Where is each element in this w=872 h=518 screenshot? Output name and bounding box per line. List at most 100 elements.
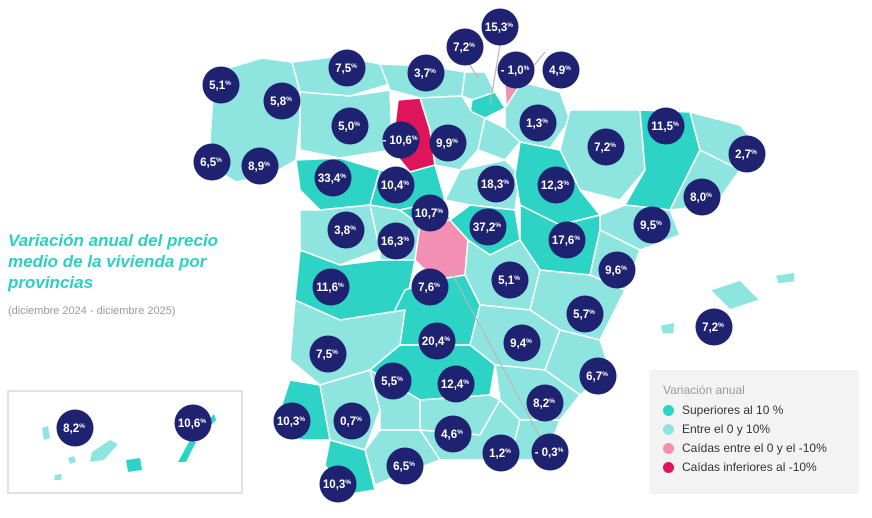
percent-sign: % — [673, 121, 679, 128]
value-bubble-circle — [542, 51, 580, 89]
percent-sign: % — [602, 371, 608, 378]
value-bubble-salamanca: 3,8% — [327, 211, 365, 249]
percent-sign: % — [356, 416, 362, 423]
value-bubble-circle — [491, 261, 529, 299]
value-label-valladolid: 10,4% — [381, 180, 409, 192]
value-bubble-cadiz: 10,3% — [319, 465, 357, 503]
value-bubble-alava: - 1,0% — [497, 51, 535, 89]
percent-sign: % — [610, 142, 616, 149]
value-label-caceres: 11,6% — [316, 282, 344, 294]
value-bubble-cordoba: 5,5% — [374, 362, 412, 400]
value-bubble-castellon: 9,6% — [598, 251, 636, 289]
value-bubble-soria: 18,3% — [477, 165, 515, 203]
value-bubble-circle — [309, 335, 347, 373]
percent-sign: % — [225, 80, 231, 87]
percent-sign: % — [409, 461, 415, 468]
percent-sign: % — [403, 180, 409, 187]
percent-sign: % — [574, 235, 580, 242]
region-larioja — [477, 117, 521, 161]
legend-dot-fall-below-10 — [663, 461, 674, 473]
legend: Variación anual Superiores al 10 % Entre… — [649, 370, 859, 494]
value-bubble-coruna: 5,1% — [202, 66, 240, 104]
value-bubble-circle — [331, 107, 369, 145]
percent-sign: % — [345, 479, 351, 486]
value-bubble-circle — [193, 143, 231, 181]
value-label-toledo: 20,4% — [422, 336, 450, 348]
percent-sign: % — [457, 429, 463, 436]
island-grancanaria — [126, 458, 142, 472]
island-gomera — [68, 456, 76, 464]
value-bubble-circle — [647, 107, 685, 145]
value-label-cadiz: 10,3% — [323, 479, 351, 491]
percent-sign: % — [437, 208, 443, 215]
value-bubble-circle — [56, 409, 94, 447]
percent-sign: % — [542, 118, 548, 125]
percent-sign: % — [397, 376, 403, 383]
value-bubble-vizcaya: 7,2% — [446, 28, 484, 66]
legend-label-fall-below-10: Caídas inferiores al -10% — [682, 460, 817, 474]
value-bubble-cuenca: 5,1% — [491, 261, 529, 299]
island-tenerife — [90, 440, 118, 462]
value-bubble-ciudadreal: 12,4% — [437, 365, 475, 403]
value-bubble-granada: 1,2% — [482, 434, 520, 472]
value-bubble-circle — [241, 147, 279, 185]
legend-item-above-10: Superiores al 10 % — [663, 403, 859, 417]
percent-sign: % — [200, 418, 206, 425]
value-bubble-girona: 2,7% — [728, 135, 766, 173]
legend-label-between-0-10: Entre el 0 y 10% — [682, 422, 771, 436]
value-label-zamora: 33,4% — [318, 173, 346, 185]
percent-sign: % — [444, 336, 450, 343]
value-bubble-jaen: 4,6% — [434, 415, 472, 453]
map-title: Variación anual del precio medio de la v… — [8, 231, 219, 292]
percent-sign: % — [549, 398, 555, 405]
value-bubble-lugo: 5,8% — [263, 82, 301, 120]
percent-sign: % — [351, 63, 357, 70]
region-menorca — [774, 271, 796, 285]
value-bubble-laspalmas: 10,6% — [174, 404, 212, 442]
value-bubble-huesca: 7,2% — [587, 128, 625, 166]
percent-sign: % — [589, 309, 595, 316]
value-bubble-larioja: 1,3% — [519, 104, 557, 142]
value-label-zaragoza: 12,3% — [541, 180, 569, 192]
value-bubble-circle — [548, 221, 586, 259]
percent-sign: % — [264, 161, 270, 168]
percent-sign: % — [469, 42, 475, 49]
percent-sign: % — [463, 379, 469, 386]
percent-sign: % — [79, 423, 85, 430]
legend-label-fall-0-10: Caídas entre el 0 y el -10% — [682, 441, 827, 455]
value-bubble-pontevedra: 6,5% — [193, 143, 231, 181]
value-label-guipuzcoa: 15,3% — [485, 22, 513, 34]
percent-sign: % — [526, 338, 532, 345]
value-bubble-valencia: 5,7% — [566, 295, 604, 333]
percent-sign: % — [558, 447, 564, 454]
value-bubble-circle — [374, 362, 412, 400]
value-bubble-circle — [411, 268, 449, 306]
percent-sign: % — [507, 22, 513, 29]
percent-sign: % — [350, 225, 356, 232]
value-bubble-circle — [469, 208, 507, 246]
percent-sign: % — [751, 149, 757, 156]
value-bubble-circle — [633, 206, 671, 244]
legend-item-fall-0-10: Caídas entre el 0 y el -10% — [663, 441, 859, 455]
value-bubble-circle — [328, 49, 366, 87]
value-bubble-circle — [531, 433, 569, 471]
value-bubble-circle — [434, 415, 472, 453]
value-bubble-zamora: 33,4% — [314, 159, 352, 197]
value-bubble-zaragoza: 12,3% — [537, 166, 575, 204]
value-bubble-circle — [273, 402, 311, 440]
percent-sign: % — [718, 322, 724, 329]
percent-sign: % — [621, 265, 627, 272]
title-block: Variación anual del precio medio de la v… — [8, 230, 258, 317]
value-bubble-circle — [477, 165, 515, 203]
value-bubble-madrid: 7,6% — [411, 268, 449, 306]
percent-sign: % — [338, 282, 344, 289]
value-bubble-albacete: 9,4% — [503, 324, 541, 362]
region-mallorca — [709, 279, 761, 311]
percent-sign: % — [452, 138, 458, 145]
value-bubble-circle — [174, 404, 212, 442]
value-label-lleida: 11,5% — [651, 121, 679, 133]
value-bubble-navarra_top: 4,9% — [542, 51, 580, 89]
value-label-avila: 16,3% — [381, 236, 409, 248]
value-bubble-circle — [202, 66, 240, 104]
